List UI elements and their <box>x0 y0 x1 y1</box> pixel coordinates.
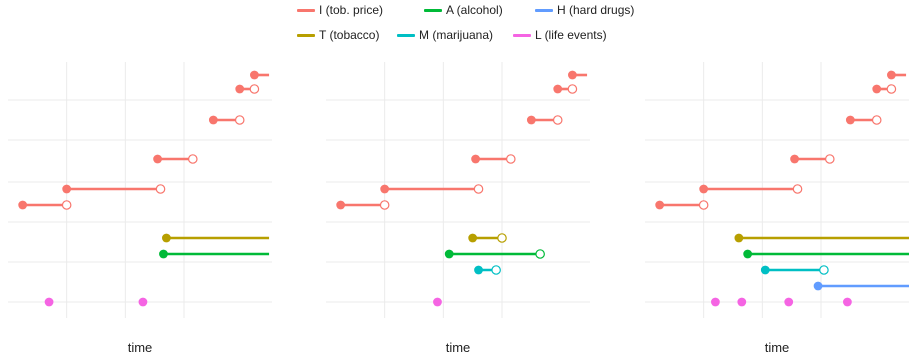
interval-start-point-I <box>872 84 882 94</box>
interval-end-point-I <box>698 200 709 210</box>
legend-swatch-tobacco <box>297 33 315 37</box>
legend-item-hard-drugs: H (hard drugs) <box>535 2 634 18</box>
interval-start-point-I <box>887 70 896 80</box>
interval-end-point-I <box>249 84 260 94</box>
interval-start-point-A <box>743 249 753 259</box>
interval-start-point-I <box>526 115 536 125</box>
interval-end-point-I <box>552 115 563 125</box>
interval-end-point-I <box>567 84 578 94</box>
interval-start-point-I <box>553 84 563 94</box>
legend-item-alcohol: A (alcohol) <box>424 2 503 18</box>
interval-start-point-H <box>813 281 823 291</box>
x-axis-label: time <box>128 340 153 355</box>
interval-start-point-I <box>699 184 709 194</box>
legend-label: H (hard drugs) <box>557 3 635 17</box>
interval-end-point-I <box>61 200 72 210</box>
legend-item-life-events: L (life events) <box>513 27 607 43</box>
interval-start-point-I <box>380 184 390 194</box>
panel-3: time <box>645 62 909 355</box>
legend-swatch-life-events <box>513 33 531 37</box>
interval-start-point-I <box>250 70 259 80</box>
interval-end-point-I <box>473 184 484 194</box>
interval-start-point-I <box>18 200 28 210</box>
interval-end-point-A <box>535 249 545 259</box>
interval-start-point-A <box>444 249 454 259</box>
interval-end-point-I <box>792 184 803 194</box>
interval-start-point-M <box>474 265 483 275</box>
life-event-point <box>737 297 747 307</box>
legend-item-tob-price: I (tob. price) <box>297 2 383 18</box>
interval-start-point-I <box>208 115 218 125</box>
interval-end-point-I <box>188 154 198 164</box>
interval-start-point-I <box>790 154 799 164</box>
interval-end-point-M <box>819 265 829 275</box>
life-event-point <box>433 297 442 307</box>
life-event-point <box>138 297 148 307</box>
interval-start-point-I <box>655 200 665 210</box>
interval-end-point-I <box>871 115 882 125</box>
legend-swatch-hard-drugs <box>535 8 553 12</box>
interval-start-point-I <box>235 84 245 94</box>
interval-start-point-I <box>845 115 855 125</box>
interval-start-point-I <box>568 70 577 80</box>
interval-end-point-I <box>155 184 166 194</box>
legend-item-marijuana: M (marijuana) <box>397 27 493 43</box>
interval-end-point-T <box>497 233 507 243</box>
interval-start-point-T <box>468 233 478 243</box>
legend: I (tob. price) A (alcohol) H (hard drugs… <box>0 0 914 50</box>
life-event-point <box>44 297 54 307</box>
legend-label: T (tobacco) <box>319 28 380 42</box>
interval-end-point-I <box>886 84 897 94</box>
life-event-point <box>784 297 794 307</box>
panel-2: time <box>326 62 590 355</box>
life-event-point <box>711 297 720 307</box>
life-event-point <box>843 297 852 307</box>
legend-label: L (life events) <box>535 28 607 42</box>
interval-end-point-I <box>505 154 516 164</box>
interval-start-point-I <box>153 154 163 164</box>
interval-start-point-I <box>62 184 72 194</box>
interval-end-point-I <box>234 115 245 125</box>
legend-label: A (alcohol) <box>446 3 503 17</box>
interval-start-point-T <box>162 233 171 243</box>
legend-swatch-marijuana <box>397 33 415 37</box>
interval-end-point-I <box>379 200 390 210</box>
legend-label: M (marijuana) <box>419 28 494 42</box>
interval-start-point-A <box>159 249 168 259</box>
panel-1: time <box>8 62 272 355</box>
legend-swatch-tob-price <box>297 8 315 12</box>
interval-start-point-M <box>760 265 770 275</box>
interval-end-point-M <box>491 265 501 275</box>
legend-label: I (tob. price) <box>319 3 384 17</box>
legend-swatch-alcohol <box>424 8 442 12</box>
x-axis-label: time <box>765 340 790 355</box>
interval-start-point-I <box>471 154 480 164</box>
interval-start-point-T <box>734 233 744 243</box>
interval-end-point-I <box>824 154 835 164</box>
x-axis-label: time <box>446 340 471 355</box>
legend-item-tobacco: T (tobacco) <box>297 27 379 43</box>
interval-start-point-I <box>336 200 346 210</box>
